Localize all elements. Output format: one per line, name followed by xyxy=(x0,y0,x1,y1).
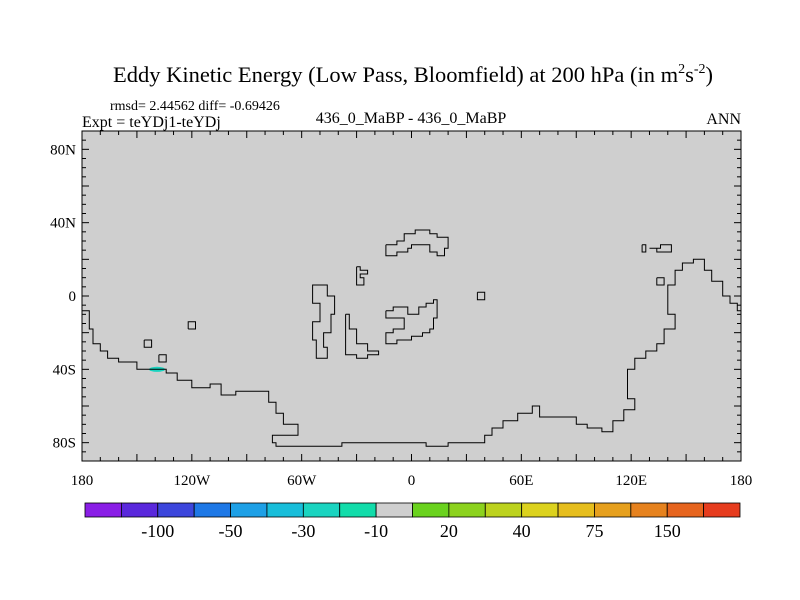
left-label: Expt = teYDj1-teYDj xyxy=(82,114,221,131)
colorbar-label: -10 xyxy=(364,521,388,541)
x-tick-label: 0 xyxy=(408,473,416,489)
y-tick-label: 0 xyxy=(69,289,77,305)
x-tick-labels: 180 120W 60W 0 60E 120E 180 xyxy=(71,473,753,489)
x-tick-label: 180 xyxy=(71,473,94,489)
coastline-10 xyxy=(656,277,665,286)
colorbar-box-9 xyxy=(412,502,450,518)
y-tick-label: 40N xyxy=(50,216,76,232)
colorbar-label: 20 xyxy=(440,521,458,541)
x-tick-label: 180 xyxy=(730,473,753,489)
colorbar-box-0 xyxy=(84,502,122,518)
y-tick-labels: 80N 40N 0 40S 80S xyxy=(50,142,76,451)
coastline-9 xyxy=(476,291,486,301)
colorbar-label: -100 xyxy=(141,521,174,541)
coastline-3 xyxy=(158,354,167,363)
chart-title: Eddy Kinetic Energy (Low Pass, Bloomfiel… xyxy=(113,62,713,87)
x-tick-label: 60W xyxy=(287,473,317,489)
colorbar-box-11 xyxy=(484,502,523,518)
title-unit-sup2: -2 xyxy=(694,62,706,77)
y-tick-label: 80S xyxy=(53,436,76,452)
colorbar-box-16 xyxy=(666,502,705,518)
tick-marks xyxy=(81,130,742,462)
title-unit-mid: s xyxy=(685,62,694,87)
colorbar-box-4 xyxy=(230,502,268,518)
coastline-4 xyxy=(312,284,336,359)
colorbar-label: 75 xyxy=(585,521,603,541)
x-tick-label: 60E xyxy=(509,473,533,489)
coastline-1 xyxy=(187,321,196,330)
colorbar-label: 150 xyxy=(654,521,681,541)
colorbar xyxy=(84,502,741,518)
colorbar-label: -50 xyxy=(219,521,243,541)
x-tick-label: 120W xyxy=(173,473,211,489)
colorbar-box-1 xyxy=(120,502,159,518)
center-label: 436_0_MaBP - 436_0_MaBP xyxy=(316,110,507,127)
coastline-5 xyxy=(345,313,380,359)
coastline-8 xyxy=(385,229,449,257)
colorbar-box-14 xyxy=(594,502,632,518)
chart-title-main: Eddy Kinetic Energy (Low Pass, Bloomfiel… xyxy=(113,62,679,87)
map-background xyxy=(82,131,741,461)
colorbar-box-10 xyxy=(448,502,486,518)
coastline-12 xyxy=(641,244,647,253)
colorbar-box-12 xyxy=(521,502,559,518)
y-tick-label: 40S xyxy=(53,362,76,378)
right-label: ANN xyxy=(706,111,741,128)
colorbar-box-8 xyxy=(375,502,413,518)
colorbar-box-13 xyxy=(557,502,595,518)
coastline-0 xyxy=(82,258,741,447)
coastline-2 xyxy=(143,339,153,348)
colorbar-box-3 xyxy=(193,502,231,518)
colorbar-label: -30 xyxy=(291,521,315,541)
colorbar-box-5 xyxy=(266,502,304,518)
coastline-6 xyxy=(356,266,369,286)
coastline-layer xyxy=(82,229,741,447)
colorbar-label: 40 xyxy=(513,521,531,541)
colorbar-box-6 xyxy=(302,502,341,518)
colorbar-box-7 xyxy=(339,502,377,518)
colorbar-box-17 xyxy=(703,502,741,518)
title-unit-close: ) xyxy=(706,62,714,87)
coastline-7 xyxy=(385,299,438,345)
stats-label: rmsd= 2.44562 diff= -0.69426 xyxy=(110,99,280,114)
y-tick-label: 80N xyxy=(50,142,76,158)
x-tick-label: 120E xyxy=(615,473,647,489)
colorbar-box-2 xyxy=(157,502,195,518)
title-unit-sup1: 2 xyxy=(678,62,685,77)
coastline-11 xyxy=(649,244,672,253)
colorbar-labels: -100 -50 -30 -10 20 40 75 150 xyxy=(141,521,680,541)
colorbar-box-15 xyxy=(630,502,668,518)
